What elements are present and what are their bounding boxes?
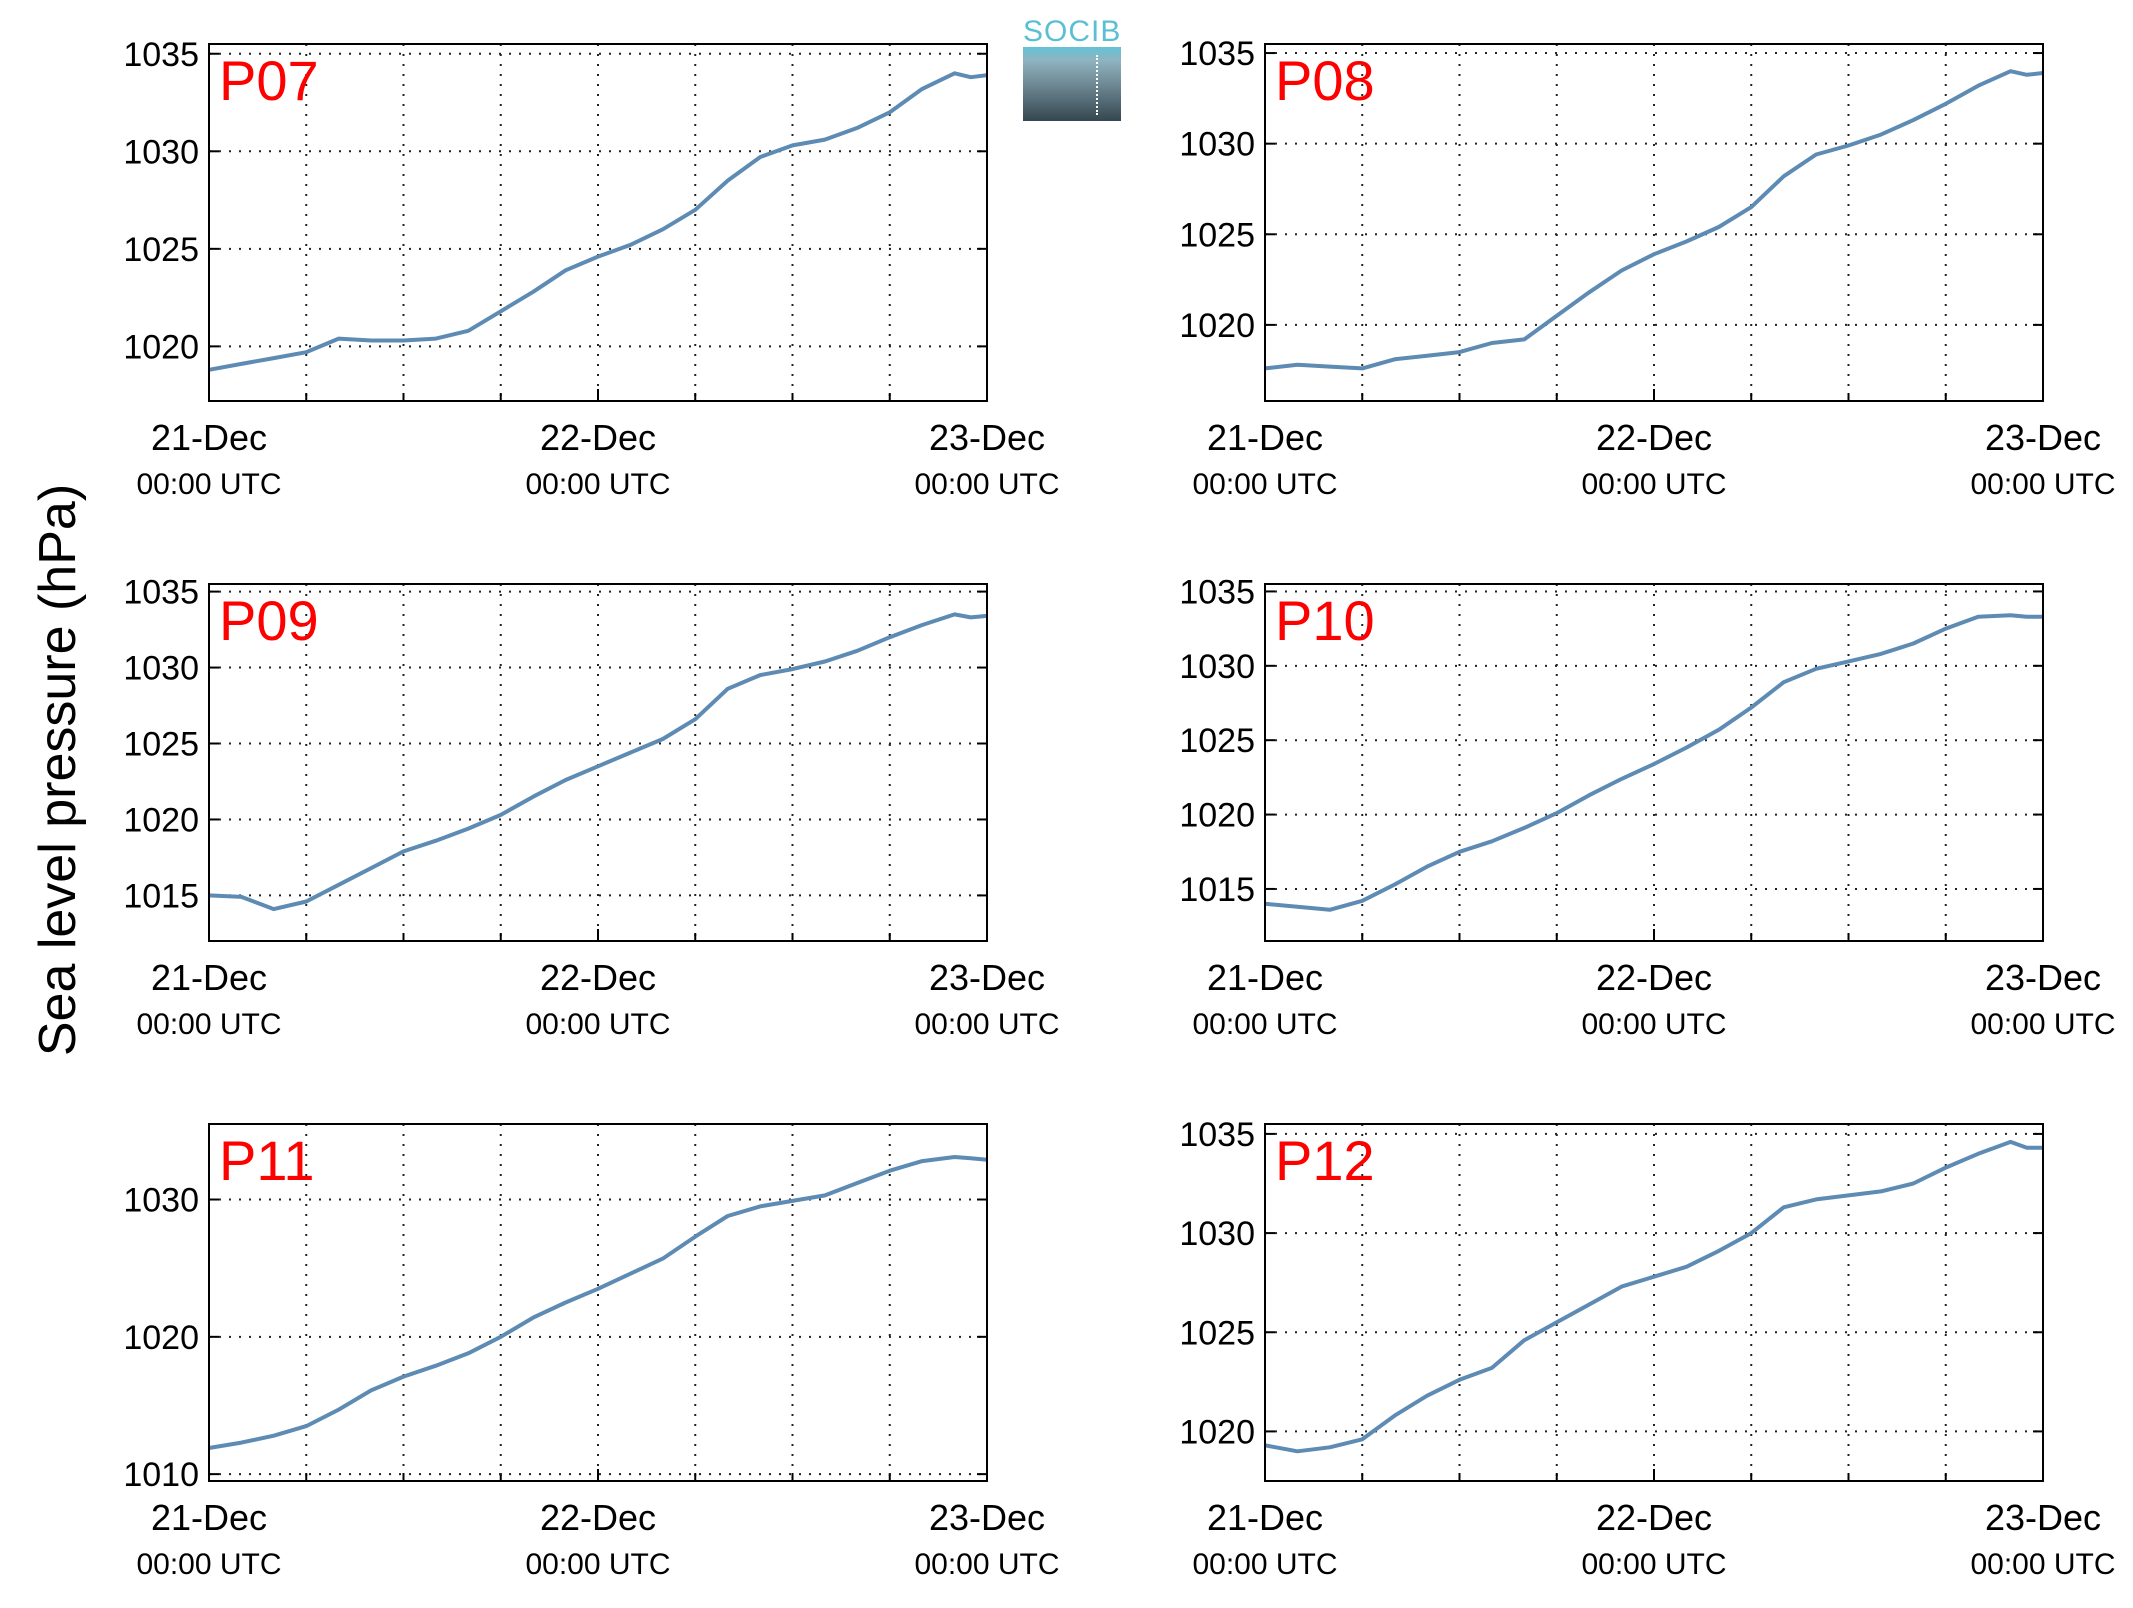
x-tick-label-date: 22-Dec — [1596, 1497, 1712, 1538]
y-tick-label: 1020 — [1179, 797, 1255, 835]
y-tick-label: 1015 — [123, 877, 199, 915]
panel-label: P12 — [1275, 1129, 1375, 1192]
panel-p11: 1010 1020 1030 21-Dec 00:00 UTC 22-Dec 00:00 U… — [123, 1123, 1060, 1581]
panel-label: P09 — [219, 589, 319, 652]
y-tick-label: 1030 — [1179, 1215, 1255, 1253]
x-tick-label-date: 21-Dec — [1207, 1497, 1323, 1538]
x-tick-label-time: 00:00 UTC — [914, 1548, 1059, 1581]
panel-label: P07 — [219, 49, 319, 112]
x-tick-label-time: 00:00 UTC — [1581, 468, 1726, 501]
y-tick-label: 1020 — [123, 801, 199, 839]
x-tick-label-time: 00:00 UTC — [525, 1548, 670, 1581]
x-tick-label-date: 23-Dec — [1985, 1497, 2101, 1538]
x-tick-label-time: 00:00 UTC — [1970, 468, 2115, 501]
x-tick-label-date: 22-Dec — [540, 957, 656, 998]
x-tick-label-date: 22-Dec — [540, 417, 656, 458]
series-line — [208, 612, 988, 912]
y-tick-label: 1025 — [123, 231, 199, 269]
x-tick-label-time: 00:00 UTC — [1970, 1548, 2115, 1581]
x-tick-label-time: 00:00 UTC — [525, 1008, 670, 1041]
y-tick-label: 1030 — [123, 1182, 199, 1220]
y-tick-label: 1025 — [123, 726, 199, 764]
axes-frame — [208, 583, 988, 942]
x-tick-label-date: 21-Dec — [151, 957, 267, 998]
x-tick-label-date: 22-Dec — [1596, 957, 1712, 998]
x-tick-label-date: 21-Dec — [151, 417, 267, 458]
x-tick-label-time: 00:00 UTC — [1581, 1548, 1726, 1581]
x-tick-label-date: 23-Dec — [929, 1497, 1045, 1538]
x-tick-label-time: 00:00 UTC — [1581, 1008, 1726, 1041]
panel-p07: 1020 1025 1030 1035 21-Dec 00:00 UTC 22-Dec 00:… — [123, 36, 1059, 501]
y-tick-label: 1025 — [1179, 722, 1255, 760]
logo-text: SOCIB — [1023, 15, 1122, 48]
y-tick-label: 1035 — [1179, 1116, 1255, 1154]
y-tick-label: 1035 — [1179, 573, 1255, 611]
series-line — [208, 1155, 988, 1450]
y-tick-label: 1020 — [123, 328, 199, 366]
x-tick-label-time: 00:00 UTC — [914, 1008, 1059, 1041]
panel-label: P11 — [219, 1129, 314, 1192]
x-tick-label-date: 22-Dec — [540, 1497, 656, 1538]
x-tick-label-time: 00:00 UTC — [136, 1008, 281, 1041]
y-tick-label: 1020 — [1179, 1413, 1255, 1451]
socib-logo: SOCIB — [1023, 17, 1121, 121]
x-tick-label-date: 23-Dec — [929, 957, 1045, 998]
y-tick-label: 1035 — [1179, 35, 1255, 73]
x-tick-label-date: 21-Dec — [1207, 957, 1323, 998]
series-line — [1264, 69, 2044, 371]
y-tick-label: 1020 — [1179, 307, 1255, 345]
x-tick-label-time: 00:00 UTC — [914, 468, 1059, 501]
x-tick-label-date: 23-Dec — [929, 417, 1045, 458]
panel-label: P08 — [1275, 49, 1375, 112]
panel-p09: 1015 1020 1025 1030 1035 21-Dec 00:00 UTC 22-De… — [123, 574, 1059, 1041]
y-axis-label: Sea level pressure (hPa) — [29, 483, 87, 1057]
axes-frame — [208, 43, 988, 402]
x-tick-label-date: 23-Dec — [1985, 957, 2101, 998]
y-tick-label: 1030 — [123, 133, 199, 171]
y-tick-label: 1010 — [123, 1456, 199, 1494]
x-tick-label-time: 00:00 UTC — [1192, 1008, 1337, 1041]
y-tick-label: 1015 — [1179, 871, 1255, 909]
x-tick-label-time: 00:00 UTC — [136, 1548, 281, 1581]
x-tick-label-time: 00:00 UTC — [1192, 468, 1337, 501]
series-line — [1264, 1139, 2043, 1454]
panel-label: P10 — [1275, 589, 1375, 652]
x-tick-label-time: 00:00 UTC — [1192, 1548, 1337, 1581]
series-line — [208, 71, 988, 372]
x-tick-label-date: 21-Dec — [1207, 417, 1323, 458]
panel-p12: 1020 1025 1030 1035 21-Dec 00:00 UTC 22-Dec 00:… — [1179, 1116, 2115, 1581]
y-tick-label: 1025 — [1179, 216, 1255, 254]
x-tick-label-time: 00:00 UTC — [1970, 1008, 2115, 1041]
y-tick-label: 1035 — [123, 36, 199, 74]
panel-p08: 1020 1025 1030 1035 21-Dec 00:00 UTC 22-Dec 00:… — [1179, 35, 2115, 501]
x-tick-label-time: 00:00 UTC — [525, 468, 670, 501]
y-tick-label: 1020 — [123, 1319, 199, 1357]
y-tick-label: 1025 — [1179, 1314, 1255, 1352]
logo-graphic — [1023, 47, 1121, 121]
y-tick-label: 1030 — [1179, 648, 1255, 686]
x-tick-label-date: 21-Dec — [151, 1497, 267, 1538]
x-tick-label-date: 23-Dec — [1985, 417, 2101, 458]
logo-dotted-line — [1096, 55, 1098, 115]
x-tick-label-time: 00:00 UTC — [136, 468, 281, 501]
x-tick-label-date: 22-Dec — [1596, 417, 1712, 458]
y-tick-label: 1030 — [123, 650, 199, 688]
panel-p10: 1015 1020 1025 1030 1035 21-Dec 00:00 UTC 22-De… — [1179, 573, 2115, 1041]
series-line — [1264, 613, 2043, 912]
y-tick-label: 1030 — [1179, 126, 1255, 164]
y-tick-label: 1035 — [123, 574, 199, 612]
axes-frame — [1264, 43, 2044, 402]
